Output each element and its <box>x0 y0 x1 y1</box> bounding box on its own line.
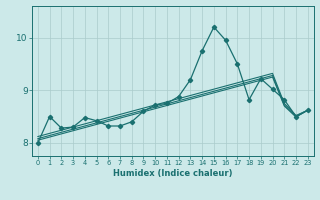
X-axis label: Humidex (Indice chaleur): Humidex (Indice chaleur) <box>113 169 233 178</box>
